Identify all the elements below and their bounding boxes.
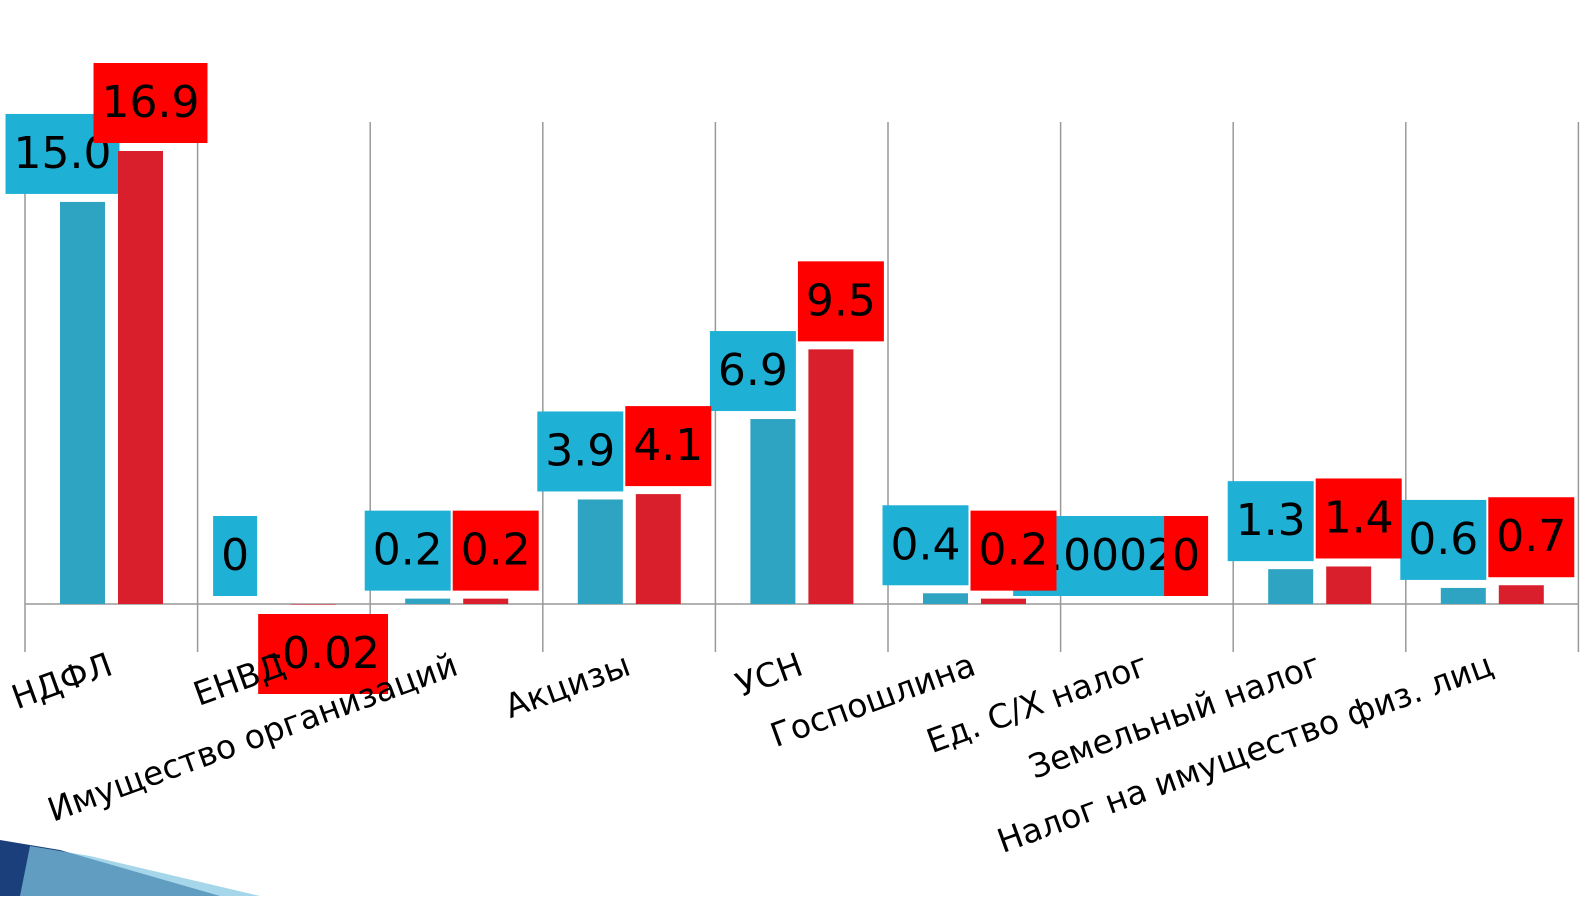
- bar: [1499, 585, 1544, 604]
- data-label: 0: [1164, 516, 1208, 596]
- bar: [981, 599, 1026, 604]
- label-text: 1.3: [1236, 495, 1306, 546]
- bar: [750, 419, 795, 604]
- label-text: 0.7: [1496, 511, 1566, 562]
- bar: [60, 202, 105, 604]
- bar: [463, 599, 508, 604]
- bar: [1326, 566, 1371, 604]
- data-label: 9.5: [798, 261, 884, 341]
- x-tick-label: ЕНВД: [188, 645, 290, 714]
- bar: [578, 499, 623, 604]
- data-label: 0: [213, 516, 257, 596]
- decoration: [20, 846, 260, 896]
- label-text: 0.2: [373, 525, 443, 576]
- data-label: 16.9: [94, 63, 208, 143]
- bar: [405, 599, 450, 604]
- bar: [808, 349, 853, 604]
- data-label: 1.3: [1228, 481, 1314, 561]
- label-text: 0: [1172, 530, 1200, 581]
- label-text: 0.4: [891, 519, 961, 570]
- bar: [636, 494, 681, 604]
- label-text: 16.9: [102, 77, 200, 128]
- x-tick-label: Акцизы: [500, 645, 636, 726]
- bar: [118, 151, 163, 604]
- data-label: 0.2: [971, 511, 1057, 591]
- bar: [923, 593, 968, 604]
- label-text: 0.2: [461, 525, 531, 576]
- data-label: 0.2: [453, 511, 539, 591]
- label-text: 4.1: [633, 420, 703, 471]
- label-text: 3.9: [545, 425, 615, 476]
- label-text: 0.2: [979, 525, 1049, 576]
- data-label: 0.7: [1488, 497, 1574, 577]
- bar: [1268, 569, 1313, 604]
- data-label: 0.6: [1400, 500, 1486, 580]
- data-label: 6.9: [710, 331, 796, 411]
- label-text: 9.5: [806, 275, 876, 326]
- x-tick-label: НДФЛ: [6, 645, 117, 717]
- data-label: 1.4: [1316, 478, 1402, 558]
- data-label: 0.2: [365, 511, 451, 591]
- label-text: 6.9: [718, 345, 788, 396]
- label-text: 0.6: [1408, 514, 1478, 565]
- data-label: 3.9: [537, 411, 623, 491]
- x-tick-label: УСН: [730, 645, 807, 705]
- data-label: 4.1: [625, 406, 711, 486]
- bar: [1441, 588, 1486, 604]
- data-label: 0.4: [883, 505, 969, 585]
- bar: [291, 604, 336, 605]
- label-text: 0: [221, 530, 249, 581]
- label-text: 1.4: [1324, 492, 1394, 543]
